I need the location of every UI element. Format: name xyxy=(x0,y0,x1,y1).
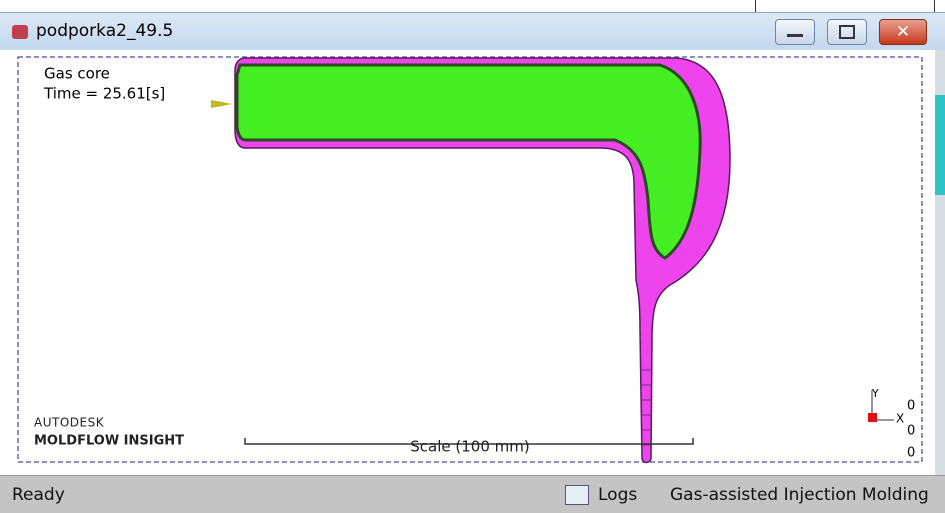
status-bar: Ready Logs Gas-assisted Injection Moldin… xyxy=(0,475,945,513)
product: MOLDFLOW INSIGHT xyxy=(34,434,184,449)
result-name: Gas core xyxy=(44,65,110,83)
x-axis-label: X xyxy=(896,412,904,426)
app-icon xyxy=(12,25,28,39)
brand: AUTODESK xyxy=(34,416,105,430)
title-bar: podporka2_49.5 ✕ xyxy=(0,12,945,51)
maximize-button[interactable] xyxy=(827,19,867,45)
logs-button[interactable]: Logs xyxy=(598,485,637,505)
viewport: Gas core Time = 25.61[s] AUTODESK MOLDFL… xyxy=(0,50,935,475)
coord: 0 xyxy=(907,446,915,461)
window-title: podporka2_49.5 xyxy=(36,21,173,41)
scale-label: Scale (100 mm) xyxy=(410,438,529,456)
time-label: Time = 25.61[s] xyxy=(43,85,165,103)
minimize-button[interactable] xyxy=(775,19,815,45)
logs-icon[interactable] xyxy=(565,485,589,505)
analysis-mode: Gas-assisted Injection Molding xyxy=(670,485,929,505)
side-panel xyxy=(935,50,945,480)
status-text: Ready xyxy=(12,485,65,505)
coord: 0 xyxy=(907,399,915,414)
coord: 0 xyxy=(907,424,915,439)
app-window: podporka2_49.5 ✕ Gas core Time = 25.61[s… xyxy=(0,0,945,512)
y-axis-label: Y xyxy=(871,387,879,400)
close-button[interactable]: ✕ xyxy=(879,19,927,45)
